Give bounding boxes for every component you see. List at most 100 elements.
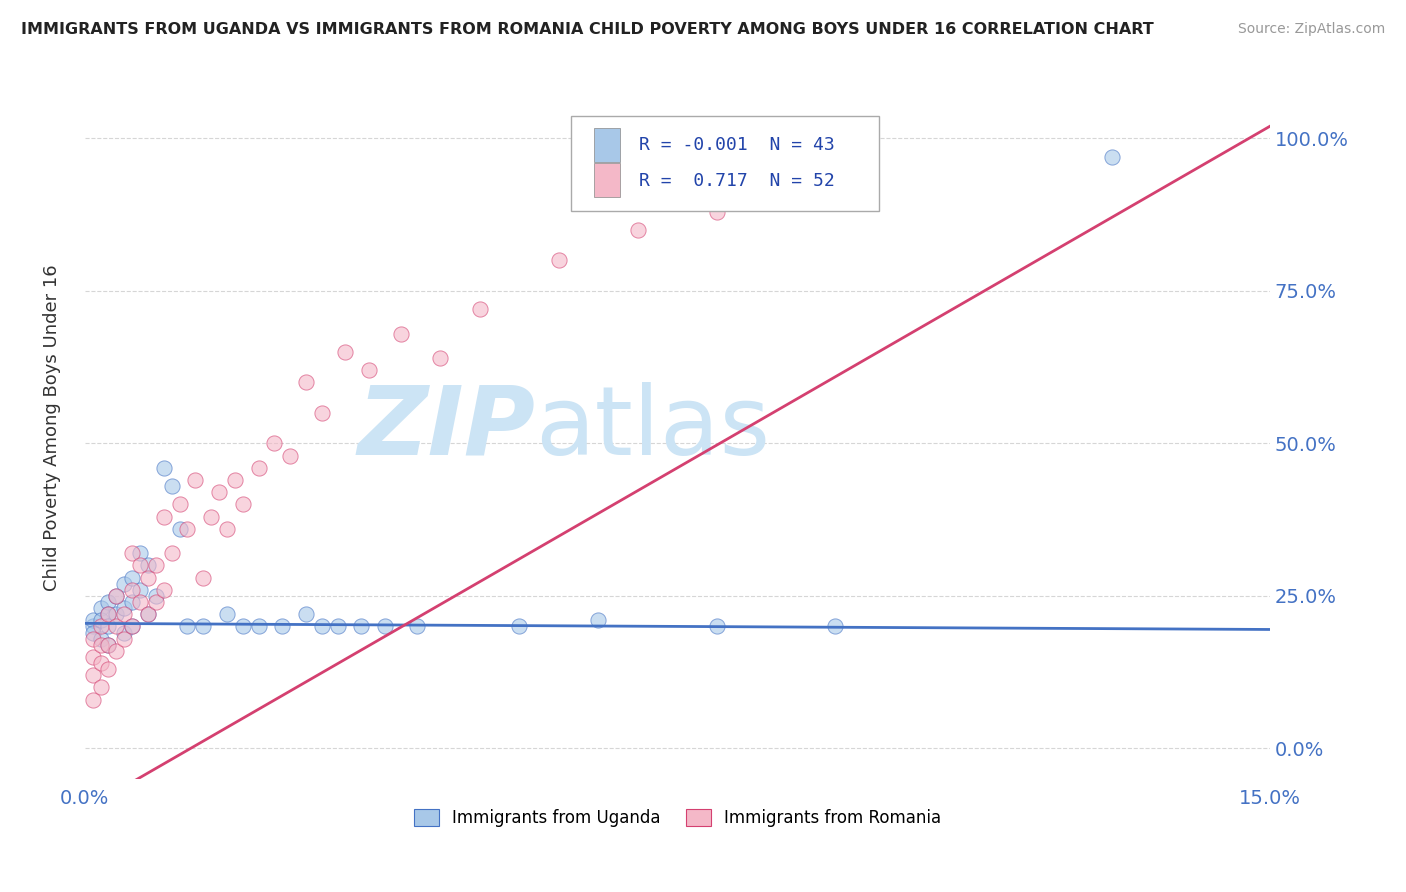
Point [129, 595, 152, 609]
Point [263, 436, 285, 450]
Point [121, 546, 143, 560]
Point [271, 619, 294, 633]
Point [82, 625, 104, 640]
Point [278, 449, 301, 463]
Point [176, 522, 198, 536]
Point [145, 595, 167, 609]
Point [193, 619, 215, 633]
Point [247, 460, 270, 475]
Point [97, 607, 120, 622]
Point [588, 613, 610, 627]
Point [215, 522, 238, 536]
Point [82, 668, 104, 682]
Point [295, 376, 318, 390]
Point [90, 638, 112, 652]
FancyBboxPatch shape [595, 163, 620, 197]
Text: IMMIGRANTS FROM UGANDA VS IMMIGRANTS FROM ROMANIA CHILD POVERTY AMONG BOYS UNDER: IMMIGRANTS FROM UGANDA VS IMMIGRANTS FRO… [21, 22, 1154, 37]
Point [405, 619, 427, 633]
Point [105, 589, 128, 603]
Point [547, 253, 569, 268]
Point [224, 473, 246, 487]
Point [429, 351, 451, 365]
Point [824, 619, 846, 633]
Point [169, 522, 191, 536]
Point [193, 571, 215, 585]
Point [215, 607, 238, 622]
Point [152, 460, 174, 475]
Point [97, 662, 120, 676]
Point [295, 607, 318, 622]
Point [112, 632, 135, 646]
Point [97, 607, 120, 622]
Point [82, 619, 104, 633]
Point [112, 625, 135, 640]
Text: atlas: atlas [536, 382, 770, 475]
Point [112, 601, 135, 615]
Point [97, 619, 120, 633]
Point [627, 223, 650, 237]
Point [82, 692, 104, 706]
Point [112, 607, 135, 622]
Point [176, 619, 198, 633]
Point [145, 589, 167, 603]
Point [129, 546, 152, 560]
Point [184, 473, 207, 487]
Point [706, 619, 728, 633]
Point [97, 638, 120, 652]
Point [468, 302, 491, 317]
Point [90, 656, 112, 670]
Point [105, 619, 128, 633]
Text: Source: ZipAtlas.com: Source: ZipAtlas.com [1237, 22, 1385, 37]
Point [121, 619, 143, 633]
Point [105, 644, 128, 658]
Point [232, 619, 254, 633]
Point [311, 406, 333, 420]
Point [121, 582, 143, 597]
Point [121, 619, 143, 633]
Point [90, 613, 112, 627]
Point [97, 638, 120, 652]
Point [247, 619, 270, 633]
Point [136, 607, 159, 622]
Point [152, 582, 174, 597]
Point [1101, 150, 1123, 164]
Point [90, 632, 112, 646]
Point [129, 558, 152, 573]
Point [90, 619, 112, 633]
Point [208, 485, 231, 500]
Point [359, 363, 381, 377]
Point [136, 571, 159, 585]
Point [105, 607, 128, 622]
Point [112, 576, 135, 591]
Point [90, 681, 112, 695]
Point [706, 204, 728, 219]
Point [82, 613, 104, 627]
Point [136, 607, 159, 622]
Point [82, 649, 104, 664]
Point [785, 150, 807, 164]
Point [97, 595, 120, 609]
Point [160, 546, 183, 560]
Point [82, 632, 104, 646]
Point [508, 619, 530, 633]
Point [374, 619, 396, 633]
Point [232, 498, 254, 512]
FancyBboxPatch shape [595, 128, 620, 161]
Point [350, 619, 373, 633]
Point [152, 509, 174, 524]
Point [160, 479, 183, 493]
Point [745, 180, 768, 194]
FancyBboxPatch shape [571, 116, 879, 211]
Point [105, 589, 128, 603]
Point [389, 326, 412, 341]
Point [121, 595, 143, 609]
Y-axis label: Child Poverty Among Boys Under 16: Child Poverty Among Boys Under 16 [44, 265, 60, 591]
Text: R =  0.717  N = 52: R = 0.717 N = 52 [640, 171, 835, 190]
Text: R = -0.001  N = 43: R = -0.001 N = 43 [640, 136, 835, 154]
Legend: Immigrants from Uganda, Immigrants from Romania: Immigrants from Uganda, Immigrants from … [406, 802, 948, 834]
Point [145, 558, 167, 573]
Point [326, 619, 349, 633]
Point [311, 619, 333, 633]
Point [200, 509, 222, 524]
Text: ZIP: ZIP [357, 382, 536, 475]
